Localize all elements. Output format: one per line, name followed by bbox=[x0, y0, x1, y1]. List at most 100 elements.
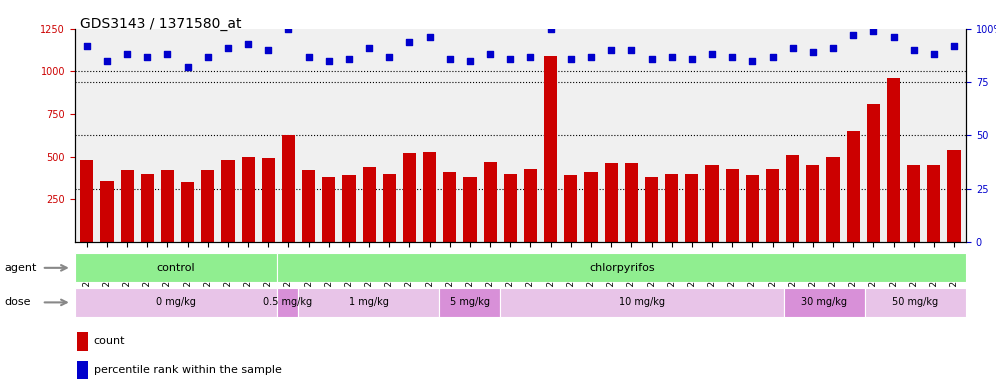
Point bbox=[341, 56, 357, 62]
Bar bbox=[75, 288, 277, 317]
Bar bbox=[343, 175, 356, 242]
Text: chlorpyrifos: chlorpyrifos bbox=[589, 263, 654, 273]
Point bbox=[139, 53, 155, 60]
Point bbox=[785, 45, 801, 51]
Bar bbox=[726, 169, 739, 242]
Point bbox=[281, 26, 297, 32]
Bar bbox=[277, 253, 966, 282]
Point bbox=[401, 38, 417, 45]
Bar bbox=[181, 182, 194, 242]
Text: 30 mg/kg: 30 mg/kg bbox=[802, 297, 848, 308]
Bar bbox=[605, 164, 618, 242]
Bar bbox=[277, 288, 298, 317]
Bar bbox=[161, 170, 174, 242]
Point bbox=[744, 58, 760, 64]
Point bbox=[200, 53, 216, 60]
Bar bbox=[77, 361, 88, 379]
Text: 5 mg/kg: 5 mg/kg bbox=[450, 297, 490, 308]
Text: 10 mg/kg: 10 mg/kg bbox=[619, 297, 665, 308]
Point bbox=[120, 51, 135, 58]
Point bbox=[805, 49, 821, 55]
Point bbox=[543, 26, 559, 32]
Point bbox=[704, 51, 720, 58]
Bar bbox=[766, 169, 779, 242]
Bar bbox=[827, 157, 840, 242]
Bar bbox=[423, 152, 436, 242]
Bar bbox=[242, 157, 255, 242]
Bar bbox=[544, 56, 557, 242]
Bar bbox=[463, 177, 476, 242]
Point bbox=[846, 32, 862, 38]
Bar bbox=[403, 153, 416, 242]
Point bbox=[321, 58, 337, 64]
Point bbox=[362, 45, 377, 51]
Bar bbox=[927, 165, 940, 242]
Text: dose: dose bbox=[4, 297, 31, 307]
Point bbox=[301, 53, 317, 60]
Point bbox=[663, 53, 679, 60]
Point bbox=[825, 45, 841, 51]
Bar bbox=[140, 174, 153, 242]
Bar bbox=[101, 180, 114, 242]
Bar bbox=[746, 175, 759, 242]
Point bbox=[765, 53, 781, 60]
Point bbox=[866, 28, 881, 34]
Bar bbox=[75, 253, 277, 282]
Bar bbox=[81, 160, 94, 242]
Text: count: count bbox=[94, 336, 125, 346]
Bar bbox=[443, 172, 456, 242]
Bar bbox=[382, 174, 395, 242]
Bar bbox=[282, 134, 295, 242]
Bar bbox=[865, 288, 966, 317]
Point bbox=[623, 47, 639, 53]
Bar bbox=[121, 170, 133, 242]
Bar bbox=[500, 288, 784, 317]
Point bbox=[523, 53, 539, 60]
Bar bbox=[847, 131, 860, 242]
Text: agent: agent bbox=[4, 263, 37, 273]
Point bbox=[159, 51, 175, 58]
Point bbox=[79, 43, 95, 49]
Point bbox=[462, 58, 478, 64]
Bar bbox=[302, 170, 315, 242]
Text: GDS3143 / 1371580_at: GDS3143 / 1371580_at bbox=[80, 17, 241, 30]
Bar bbox=[685, 174, 698, 242]
Point bbox=[926, 51, 942, 58]
Bar bbox=[665, 174, 678, 242]
Point bbox=[885, 34, 901, 40]
Text: 0 mg/kg: 0 mg/kg bbox=[156, 297, 196, 308]
Point bbox=[179, 64, 195, 70]
Point bbox=[240, 41, 256, 47]
Text: 50 mg/kg: 50 mg/kg bbox=[892, 297, 938, 308]
Bar bbox=[524, 169, 537, 242]
Bar bbox=[867, 104, 879, 242]
Bar bbox=[565, 175, 578, 242]
Point bbox=[604, 47, 620, 53]
Bar bbox=[484, 162, 497, 242]
Point bbox=[482, 51, 498, 58]
Bar bbox=[585, 172, 598, 242]
Bar bbox=[887, 78, 900, 242]
Bar bbox=[363, 167, 375, 242]
Bar bbox=[786, 155, 799, 242]
Text: 1 mg/kg: 1 mg/kg bbox=[349, 297, 388, 308]
Bar bbox=[201, 170, 214, 242]
Point bbox=[643, 56, 659, 62]
Point bbox=[220, 45, 236, 51]
Text: 0.5 mg/kg: 0.5 mg/kg bbox=[263, 297, 312, 308]
Bar bbox=[907, 165, 920, 242]
Bar bbox=[624, 164, 637, 242]
Bar bbox=[221, 160, 234, 242]
Point bbox=[724, 53, 740, 60]
Bar bbox=[77, 332, 88, 351]
Bar bbox=[439, 288, 500, 317]
Point bbox=[563, 56, 579, 62]
Point bbox=[421, 34, 437, 40]
Point bbox=[905, 47, 921, 53]
Point bbox=[381, 53, 397, 60]
Bar bbox=[947, 150, 960, 242]
Bar bbox=[784, 288, 865, 317]
Point bbox=[502, 56, 518, 62]
Text: percentile rank within the sample: percentile rank within the sample bbox=[94, 365, 282, 375]
Bar bbox=[807, 165, 820, 242]
